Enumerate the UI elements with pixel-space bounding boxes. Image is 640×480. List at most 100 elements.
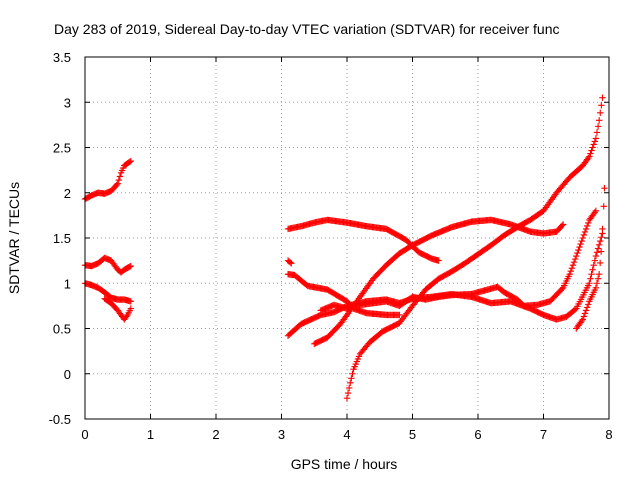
data-point	[591, 209, 599, 216]
data-point	[558, 285, 566, 293]
data-point	[592, 284, 600, 291]
series-track-a	[81, 157, 135, 203]
x-tick-label: 4	[343, 427, 350, 442]
data-point	[600, 203, 607, 210]
data-point	[586, 280, 593, 287]
data-point	[592, 207, 600, 215]
data-point	[582, 307, 590, 314]
y-tick-label: 2.5	[53, 141, 71, 156]
data-point	[594, 245, 602, 252]
data-point	[581, 228, 589, 236]
y-tick-label: -0.5	[49, 412, 71, 427]
data-point	[573, 252, 580, 260]
data-point	[576, 243, 583, 251]
data-point	[583, 222, 591, 230]
x-tick-label: 7	[540, 427, 547, 442]
data-point	[587, 150, 594, 157]
y-tick-label: 0	[64, 367, 71, 382]
data-point	[593, 129, 601, 136]
data-point	[113, 181, 120, 189]
data-point	[578, 237, 585, 245]
data-point	[587, 275, 594, 282]
data-point	[598, 234, 605, 241]
data-point	[591, 138, 599, 145]
x-tick-label: 8	[605, 427, 612, 442]
data-point	[579, 234, 586, 242]
series-track-e	[284, 216, 442, 264]
data-point	[581, 310, 589, 317]
data-point	[126, 263, 133, 270]
series-track-k	[573, 185, 608, 332]
tick-labels: 0 1 2 3 4 5 6 7 8 -0.5 0 0.5 1 1.5 2 2.5 3 3.5	[49, 50, 613, 442]
data-point	[344, 389, 352, 397]
data-point	[590, 141, 597, 148]
data-point	[592, 135, 600, 142]
series-track-j	[317, 207, 600, 314]
data-point	[574, 249, 581, 257]
data-point	[591, 257, 599, 264]
plot-frame	[84, 56, 610, 420]
data-point	[287, 259, 294, 266]
data-point	[127, 298, 135, 305]
data-markers	[81, 94, 608, 402]
data-point	[589, 266, 596, 273]
x-tick-label: 2	[212, 427, 219, 442]
data-point	[115, 176, 123, 184]
y-tick-label: 3	[64, 95, 71, 110]
series-track-b	[81, 254, 135, 276]
data-point	[570, 258, 578, 266]
data-point	[593, 249, 601, 256]
series-track-l	[284, 257, 295, 267]
data-point	[588, 271, 595, 278]
data-point	[127, 262, 135, 270]
data-point	[589, 144, 596, 151]
x-tick-label: 6	[474, 427, 481, 442]
data-point	[567, 267, 574, 275]
data-point	[597, 248, 605, 255]
series-track-h	[311, 216, 567, 348]
data-point	[558, 222, 566, 229]
data-point	[577, 240, 584, 248]
data-point	[116, 173, 124, 180]
data-point	[127, 305, 135, 312]
y-tick-label: 0.5	[53, 322, 71, 337]
data-point	[396, 311, 403, 319]
data-point	[590, 261, 597, 269]
data-point	[585, 219, 592, 227]
data-point	[594, 123, 602, 130]
data-point	[597, 237, 604, 245]
data-point	[586, 153, 593, 160]
series-track-c	[81, 280, 135, 305]
data-point	[575, 246, 582, 254]
data-point	[566, 271, 573, 278]
data-point	[435, 257, 442, 264]
data-point	[580, 313, 588, 320]
x-tick-label: 0	[81, 427, 88, 442]
series-track-d	[101, 295, 135, 323]
data-point	[126, 158, 133, 166]
data-point	[595, 117, 603, 124]
data-point	[578, 317, 585, 325]
y-tick-label: 3.5	[53, 50, 71, 65]
x-tick-label: 5	[409, 427, 416, 442]
grid	[85, 57, 609, 419]
data-point	[568, 264, 576, 272]
data-point	[593, 280, 601, 287]
x-tick-label: 1	[147, 427, 154, 442]
data-point	[596, 259, 604, 267]
data-point	[569, 261, 577, 269]
data-point	[571, 306, 579, 313]
data-point	[594, 275, 602, 282]
data-point	[345, 384, 353, 392]
data-point	[559, 221, 567, 228]
data-point	[585, 301, 592, 308]
data-point	[595, 241, 603, 248]
y-tick-label: 1.5	[53, 231, 71, 246]
data-point	[597, 109, 604, 117]
data-point	[599, 94, 606, 101]
data-point	[585, 154, 592, 162]
data-point	[288, 260, 295, 267]
data-point	[579, 316, 586, 323]
data-point	[595, 271, 603, 278]
